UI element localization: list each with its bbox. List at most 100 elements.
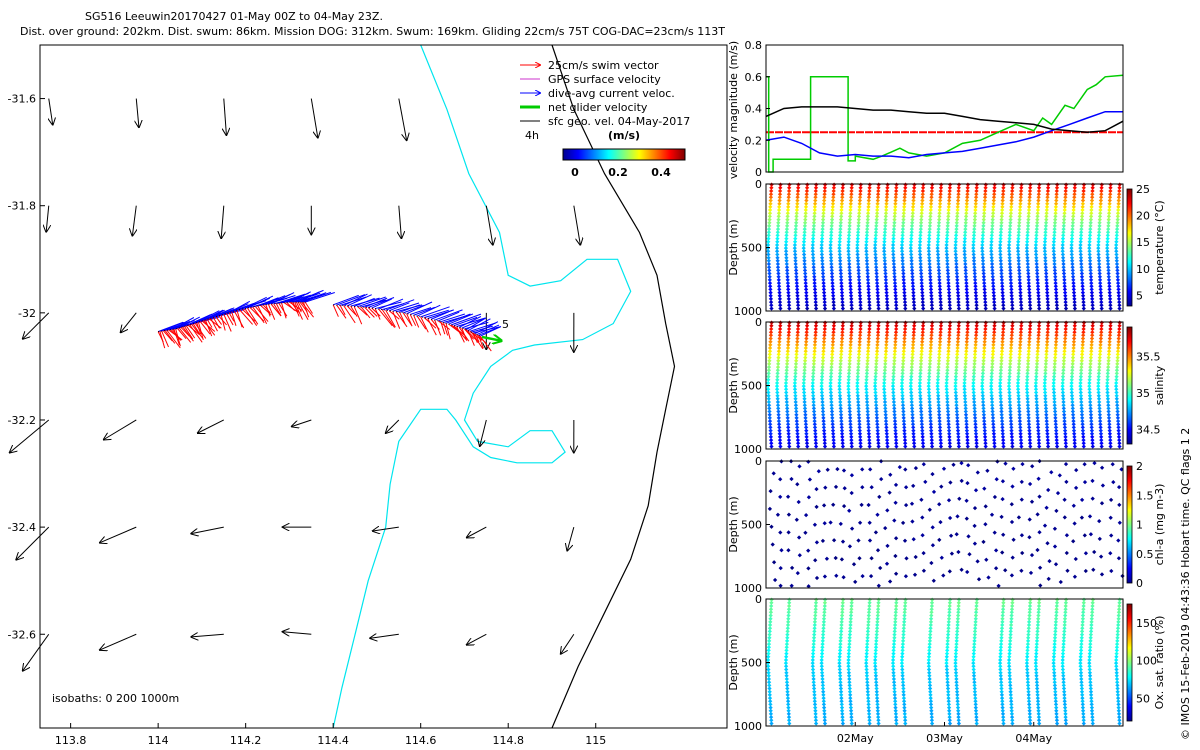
chla-data-point (873, 530, 879, 535)
chla-data-point (939, 484, 944, 489)
chla-frame (765, 460, 1124, 589)
temperature-data-point (855, 236, 860, 241)
temperature-data-point (793, 226, 798, 232)
track-east-dac-vector (336, 294, 366, 306)
track-west-swim-vector (304, 301, 313, 314)
temperature-data-point (875, 207, 880, 213)
temperature-data-point (820, 265, 825, 270)
temperature-data-point (956, 299, 961, 305)
track-west-swim-vector (278, 302, 288, 317)
temperature-data-point (909, 265, 915, 270)
oxygen-data-point (1054, 721, 1060, 726)
temperature-data-point (875, 198, 880, 203)
temperature-data-point (911, 290, 916, 295)
temperature-data-point (847, 265, 852, 270)
oxygen-data-point (1117, 721, 1122, 726)
chla-data-point (920, 533, 925, 538)
temperature-data-point (971, 230, 977, 235)
temperature-data-point (910, 214, 915, 219)
chla-data-point (867, 538, 873, 543)
temperature-data-point (803, 271, 808, 276)
temperature-data-point (981, 220, 986, 225)
temperature-data-point (972, 220, 977, 225)
track-east-swim-vector (374, 308, 381, 320)
chla-data-point (1027, 481, 1033, 487)
chla-data-point (806, 495, 812, 500)
chla-data-point (822, 521, 827, 526)
oxygen-data-point (903, 721, 908, 726)
temperature-data-point (830, 204, 835, 210)
chla-data-point (1083, 551, 1089, 556)
salinity-data-point (822, 444, 828, 449)
geo-velocity-arrow (23, 312, 50, 339)
temperature-data-point (909, 236, 914, 241)
temperature-data-point (857, 201, 862, 206)
track-east-swim-vector (385, 309, 396, 328)
track-east-swim-vector (346, 305, 356, 316)
temperature-data-point (829, 217, 835, 222)
temperature-data-point (911, 296, 916, 302)
temperature-data-point (902, 201, 907, 206)
temperature-data-point (776, 271, 781, 276)
oxygen-data-point (787, 721, 792, 726)
temperature-data-point (919, 287, 925, 292)
oxygen-data-point (1090, 721, 1095, 726)
temperature-data-point (775, 252, 780, 257)
salinity-data-point (1108, 444, 1113, 449)
net-glider-arrow (481, 337, 502, 341)
chla-data-point (849, 490, 854, 496)
temperature-data-point (876, 185, 881, 190)
temperature-data-point (839, 207, 844, 213)
map-xtick-label: 115 (585, 734, 606, 747)
temperature-data-point (776, 217, 781, 222)
temperature-data-point (766, 233, 771, 238)
temperature-data-point (838, 226, 843, 232)
temperature-data-point (855, 245, 860, 251)
temperature-data-point (1010, 306, 1015, 311)
temperature-data-point (902, 188, 908, 194)
temperature-data-point (973, 201, 978, 206)
chla-data-point (955, 514, 960, 519)
temperature-data-point (856, 223, 861, 229)
temperature-data-point (822, 303, 827, 308)
temperature-data-point (793, 236, 798, 241)
temperature-data-point (804, 293, 809, 298)
temperature-data-point (981, 214, 987, 219)
chla-data-point (883, 525, 888, 531)
chla-data-point (1058, 579, 1063, 585)
temperature-data-point (935, 252, 941, 257)
legend-dac-label: dive-avg current veloc. (548, 87, 675, 100)
temperature-data-point (902, 204, 907, 210)
temperature-data-point (821, 284, 826, 289)
temperature-data-point (803, 274, 808, 279)
temperature-data-point (830, 280, 835, 286)
temperature-data-point (776, 280, 782, 286)
temperature-data-point (938, 198, 943, 203)
temperature-data-point (964, 293, 970, 298)
temperature-data-point (819, 245, 824, 251)
salinity-ytick-label: 500 (741, 380, 762, 393)
temperature-data-point (766, 261, 772, 267)
salinity-data-point (965, 444, 970, 449)
temperature-data-point (981, 277, 987, 283)
temperature-data-point (822, 185, 828, 190)
temperature-data-point (767, 268, 772, 273)
temperature-data-point (775, 265, 781, 270)
temperature-data-point (785, 214, 790, 219)
chla-data-point (1108, 497, 1114, 503)
track-west-swim-vector (262, 304, 271, 314)
temperature-data-point (893, 284, 898, 289)
chla-data-point (797, 464, 802, 469)
temperature-data-point (990, 223, 995, 229)
temperature-data-point (768, 198, 773, 203)
chla-data-point (941, 573, 946, 578)
track-east-swim-vector (461, 327, 468, 341)
chla-data-point (1082, 462, 1087, 467)
temperature-data-point (917, 249, 923, 254)
temperature-data-point (821, 201, 827, 206)
temperature-data-point (956, 306, 962, 311)
chla-ylabel: Depth (m) (727, 496, 740, 552)
track-west-swim-vector (212, 317, 221, 329)
chla-data-point (847, 508, 852, 513)
temperature-data-point (937, 277, 942, 283)
